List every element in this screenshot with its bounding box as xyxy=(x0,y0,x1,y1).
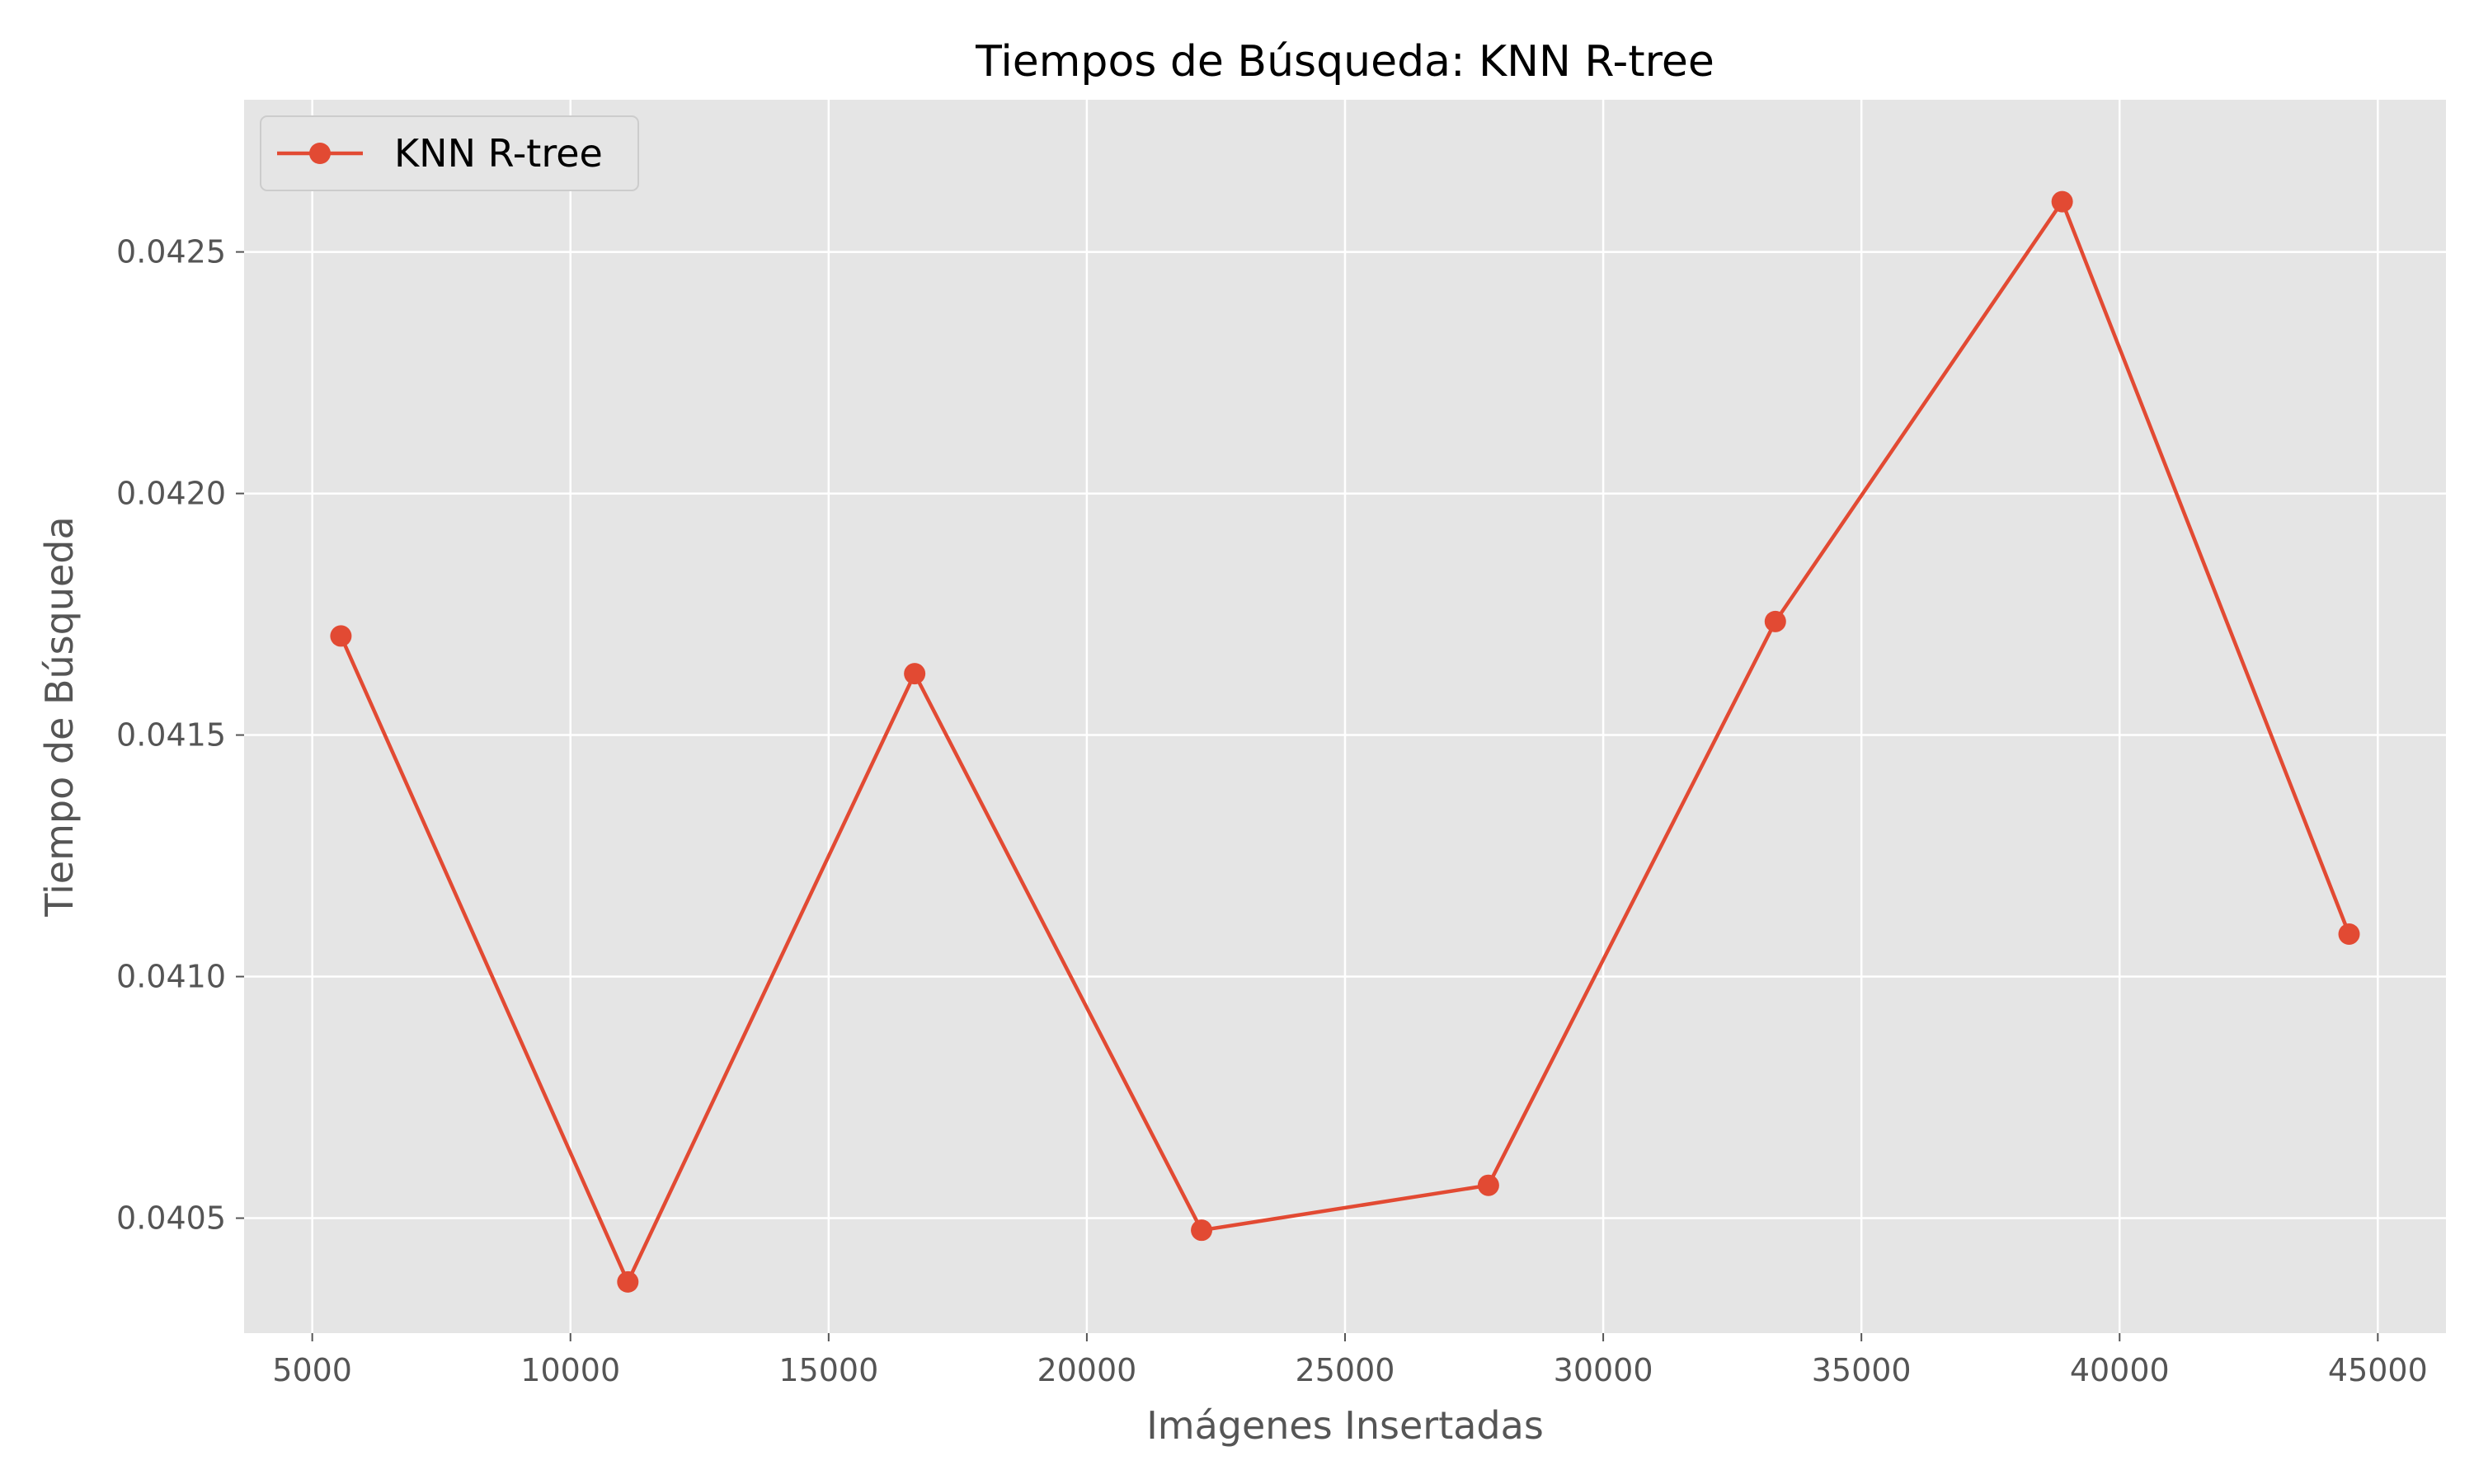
y-axis-ticks: 0.0405 0.0410 0.0415 0.0420 0.0425 xyxy=(116,234,244,1237)
data-point xyxy=(904,663,926,685)
x-tick-label: 25000 xyxy=(1296,1352,1395,1388)
y-tick-label: 0.0410 xyxy=(116,959,226,995)
y-tick-label: 0.0405 xyxy=(116,1200,226,1237)
legend-box xyxy=(260,115,639,191)
x-tick-label: 40000 xyxy=(2070,1352,2170,1388)
x-axis-label: Imágenes Insertadas xyxy=(1146,1403,1544,1448)
x-tick-label: 35000 xyxy=(1812,1352,1912,1388)
x-tick-label: 15000 xyxy=(778,1352,878,1388)
x-tick-label: 45000 xyxy=(2328,1352,2428,1388)
data-point xyxy=(2051,190,2073,213)
x-axis-ticks: 5000 10000 15000 20000 25000 30000 35000 40000 4… xyxy=(272,1333,2428,1388)
data-point xyxy=(1191,1219,1213,1242)
data-point xyxy=(617,1270,639,1293)
x-tick-label: 5000 xyxy=(272,1352,352,1388)
data-points xyxy=(330,190,2360,1293)
chart-title: Tiempos de Búsqueda: KNN R-tree xyxy=(975,37,1714,87)
y-tick-label: 0.0425 xyxy=(116,234,226,270)
data-point xyxy=(1764,610,1786,632)
y-axis-label: Tiempo de Búsqueda xyxy=(37,516,82,917)
data-point xyxy=(2338,923,2360,945)
legend-label: KNN R-tree xyxy=(394,131,603,176)
legend-marker-swatch xyxy=(309,143,331,164)
legend: KNN R-tree xyxy=(260,115,639,191)
data-point xyxy=(330,625,352,647)
x-tick-label: 30000 xyxy=(1554,1352,1653,1388)
y-tick-label: 0.0420 xyxy=(116,476,226,512)
series-line xyxy=(339,200,2351,1284)
x-tick-label: 20000 xyxy=(1037,1352,1136,1388)
series-line-group xyxy=(339,200,2351,1284)
y-tick-label: 0.0415 xyxy=(116,717,226,754)
grid xyxy=(244,100,2446,1333)
data-point xyxy=(1477,1174,1499,1196)
x-tick-label: 10000 xyxy=(520,1352,620,1388)
